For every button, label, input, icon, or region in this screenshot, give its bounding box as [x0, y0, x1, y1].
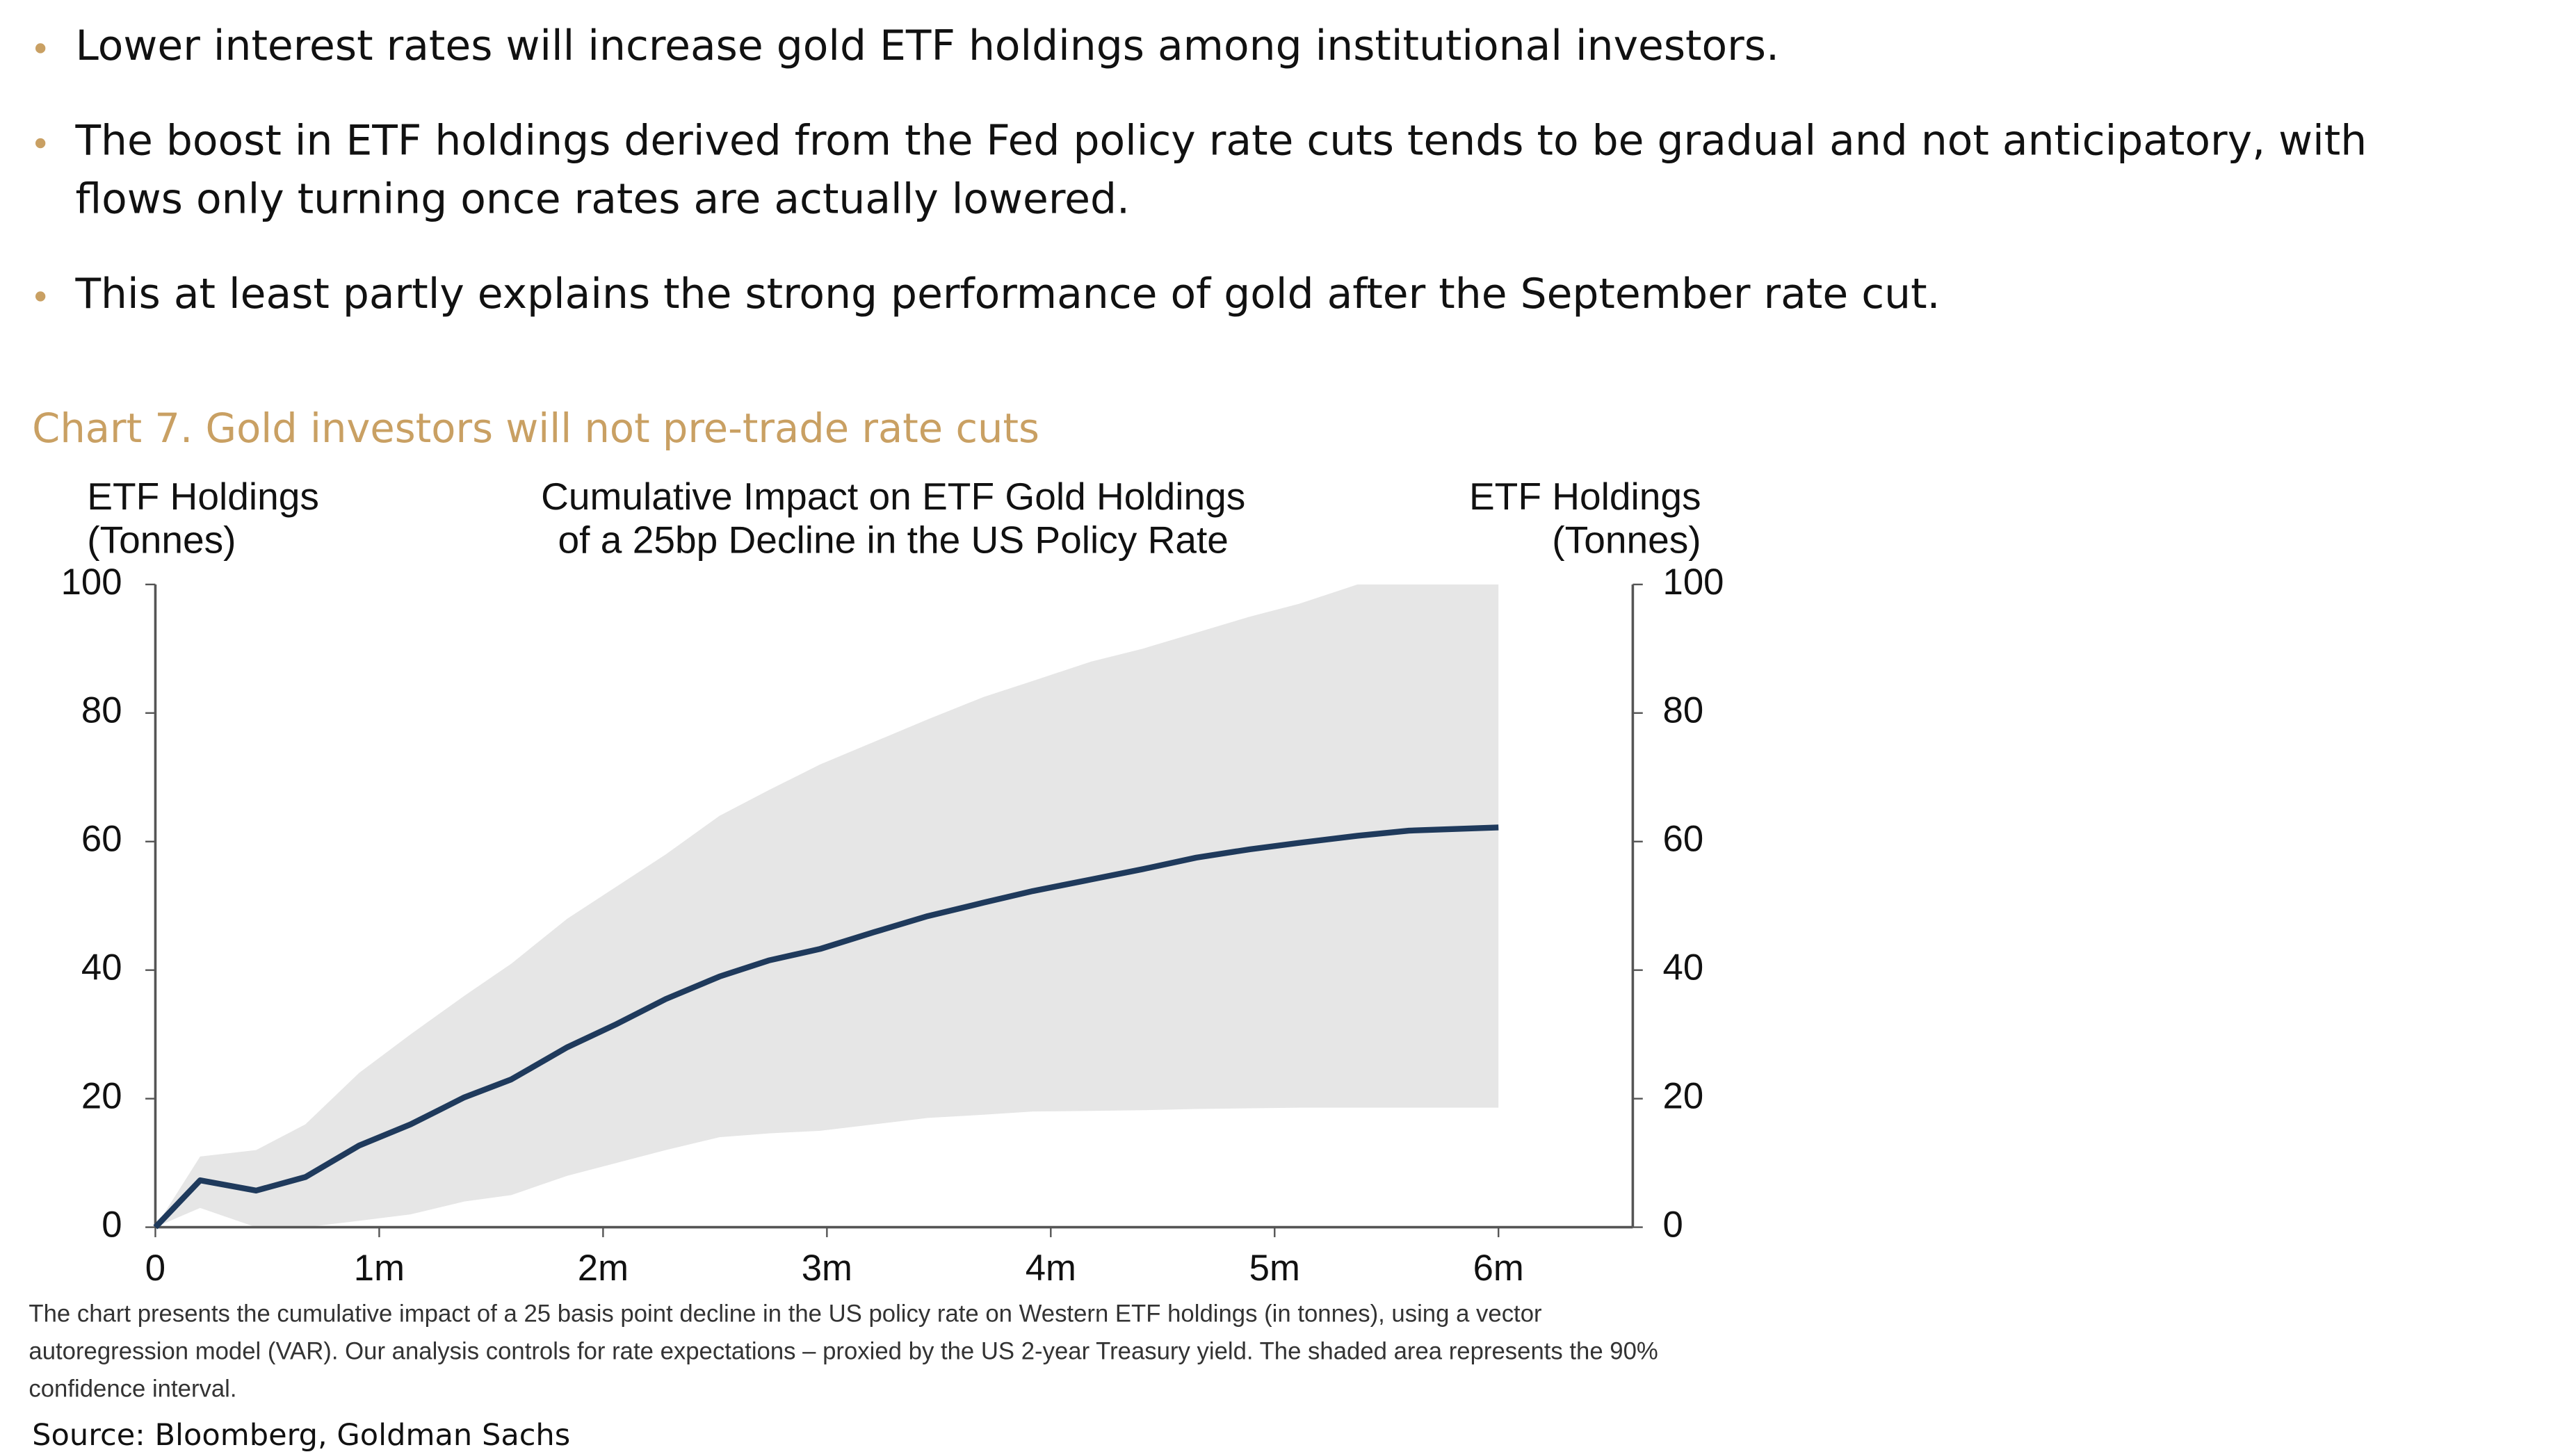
- bullet-dot: [35, 291, 46, 302]
- chart-note: confidence interval.: [29, 1376, 236, 1403]
- y2-tick-label: 0: [1663, 1205, 1683, 1246]
- y-tick-label: 0: [102, 1205, 122, 1246]
- bullet-dot: [35, 43, 46, 54]
- x-tick-label: 0: [145, 1248, 165, 1289]
- y-tick-label: 100: [61, 562, 122, 603]
- x-tick-label: 3m: [802, 1248, 852, 1289]
- y-tick-label: 20: [81, 1076, 122, 1117]
- x-tick-label: 2m: [578, 1248, 629, 1289]
- chart-title: Cumulative Impact on ETF Gold Holdings: [541, 475, 1245, 518]
- chart-note: The chart presents the cumulative impact…: [29, 1301, 1541, 1328]
- bullet-dot: [35, 138, 46, 149]
- chart-title: of a 25bp Decline in the US Policy Rate: [558, 519, 1229, 562]
- y2-tick-label: 80: [1663, 690, 1704, 731]
- y-axis-label: (Tonnes): [87, 519, 236, 562]
- bullet-text: This at least partly explains the strong…: [74, 270, 1940, 318]
- source: Source: Bloomberg, Goldman Sachs: [32, 1418, 570, 1452]
- y-tick-label: 40: [81, 947, 122, 988]
- chart-note: autoregression model (VAR). Our analysis…: [29, 1339, 1658, 1365]
- y2-tick-label: 60: [1663, 819, 1704, 860]
- y2-tick-label: 40: [1663, 947, 1704, 988]
- y-tick-label: 80: [81, 690, 122, 731]
- y-tick-label: 60: [81, 819, 122, 860]
- confidence-band: [155, 584, 1499, 1227]
- series-line: [153, 824, 1499, 1230]
- document: Lower interest rates will increase gold …: [32, 22, 2367, 452]
- x-tick-label: 5m: [1249, 1248, 1300, 1289]
- chart-heading: Chart 7. Gold investors will not pre-tra…: [32, 405, 1039, 452]
- x-tick-label: 6m: [1473, 1248, 1524, 1289]
- y2-axis-label: ETF Holdings: [1469, 475, 1701, 518]
- bullet-text: Lower interest rates will increase gold …: [75, 22, 1779, 70]
- x-tick-label: 4m: [1026, 1248, 1076, 1289]
- y2-tick-label: 100: [1663, 562, 1724, 603]
- y2-axis-label: (Tonnes): [1552, 519, 1701, 562]
- bullet-text: flows only turning once rates are actual…: [75, 174, 1130, 223]
- chart: Cumulative Impact on ETF Gold Holdingsof…: [29, 475, 1724, 1402]
- y2-tick-label: 20: [1663, 1076, 1704, 1117]
- bullet-text: The boost in ETF holdings derived from t…: [74, 117, 2367, 165]
- x-tick-label: 1m: [354, 1248, 405, 1289]
- y-axis-label: ETF Holdings: [87, 475, 319, 518]
